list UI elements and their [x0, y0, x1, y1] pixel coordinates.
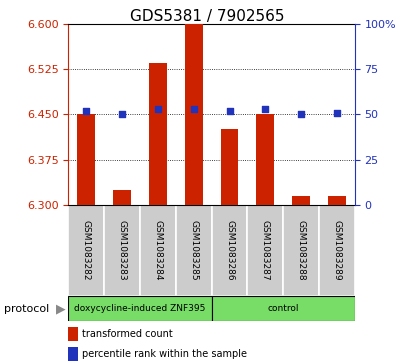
Text: GDS5381 / 7902565: GDS5381 / 7902565 [130, 9, 285, 24]
Point [226, 108, 233, 114]
Text: GSM1083285: GSM1083285 [189, 220, 198, 281]
Point [262, 106, 269, 112]
Bar [68, 296, 212, 321]
Text: protocol: protocol [4, 303, 49, 314]
Bar [176, 205, 212, 296]
Bar [212, 205, 247, 296]
Text: GSM1083286: GSM1083286 [225, 220, 234, 281]
Text: GSM1083283: GSM1083283 [118, 220, 127, 281]
Text: transformed count: transformed count [82, 329, 173, 339]
Bar [292, 196, 310, 205]
Point [190, 106, 197, 112]
Point [334, 110, 340, 115]
Bar [140, 205, 176, 296]
Bar [104, 205, 140, 296]
Point [119, 111, 125, 117]
Text: doxycycline-induced ZNF395: doxycycline-induced ZNF395 [74, 304, 206, 313]
Bar [319, 205, 355, 296]
Bar [283, 205, 319, 296]
Text: control: control [268, 304, 299, 313]
Bar [328, 196, 346, 205]
Bar [149, 63, 167, 205]
Text: GSM1083287: GSM1083287 [261, 220, 270, 281]
Point [83, 108, 90, 114]
Bar [212, 296, 355, 321]
Bar [68, 205, 104, 296]
Point [155, 106, 161, 112]
Bar [247, 205, 283, 296]
Bar [113, 190, 131, 205]
Bar [221, 130, 239, 205]
Bar [78, 114, 95, 205]
Text: GSM1083282: GSM1083282 [82, 220, 91, 281]
Bar [256, 114, 274, 205]
Text: ▶: ▶ [56, 302, 66, 315]
Point [298, 111, 305, 117]
Text: GSM1083289: GSM1083289 [332, 220, 342, 281]
Text: percentile rank within the sample: percentile rank within the sample [82, 349, 247, 359]
Text: GSM1083288: GSM1083288 [297, 220, 305, 281]
Text: GSM1083284: GSM1083284 [154, 220, 162, 281]
Bar [185, 24, 203, 205]
